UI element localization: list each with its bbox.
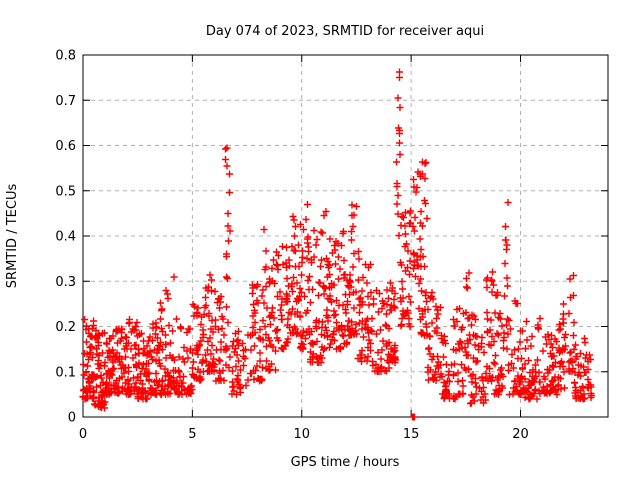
y-tick-label: 0 — [68, 411, 76, 426]
scatter-markers — [79, 68, 595, 421]
y-tick-label: 0.4 — [55, 230, 76, 245]
x-tick-label: 5 — [188, 427, 196, 442]
x-tick-label: 15 — [403, 427, 420, 442]
y-tick-label: 0.7 — [55, 94, 76, 109]
y-tick-label: 0.6 — [55, 139, 76, 154]
x-axis-label: GPS time / hours — [291, 455, 400, 470]
y-tick-label: 0.8 — [55, 49, 76, 64]
x-tick-labels: 0 5 10 15 20 — [79, 427, 529, 442]
y-tick-label: 0.2 — [55, 320, 76, 335]
y-tick-labels: 0 0.1 0.2 0.3 0.4 0.5 0.6 0.7 0.8 — [55, 49, 76, 426]
y-tick-label: 0.1 — [55, 365, 76, 380]
y-axis-label: SRMTID / TECUs — [5, 184, 20, 289]
x-tick-label: 10 — [293, 427, 310, 442]
y-tick-label: 0.5 — [55, 184, 76, 199]
y-tick-label: 0.3 — [55, 275, 76, 290]
chart-title: Day 074 of 2023, SRMTID for receiver aqu… — [206, 24, 484, 39]
x-tick-label: 0 — [79, 427, 87, 442]
x-tick-label: 20 — [512, 427, 529, 442]
data-points — [79, 68, 595, 421]
